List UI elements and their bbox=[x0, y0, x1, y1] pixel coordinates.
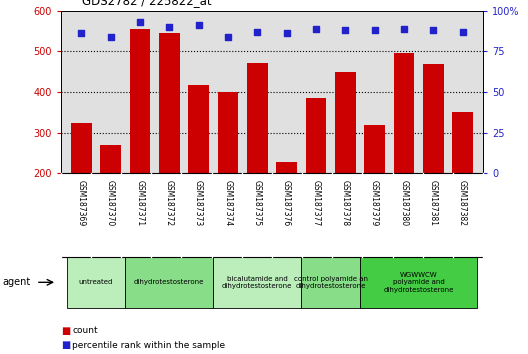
Bar bbox=[130, 29, 150, 173]
Bar bbox=[71, 122, 91, 173]
Bar bbox=[159, 33, 180, 173]
Text: GSM187374: GSM187374 bbox=[223, 180, 232, 226]
Bar bbox=[335, 73, 355, 173]
Text: GSM187369: GSM187369 bbox=[77, 180, 86, 226]
Point bbox=[194, 22, 203, 28]
Bar bbox=[188, 85, 209, 173]
Bar bbox=[452, 113, 473, 173]
Bar bbox=[301, 257, 360, 308]
Bar bbox=[423, 64, 444, 173]
Text: GSM187376: GSM187376 bbox=[282, 180, 291, 226]
Text: GSM187380: GSM187380 bbox=[399, 180, 409, 226]
Text: dihydrotestosterone: dihydrotestosterone bbox=[134, 279, 204, 285]
Bar bbox=[394, 53, 414, 173]
Point bbox=[224, 34, 232, 40]
Text: control polyamide an
dihydrotestosterone: control polyamide an dihydrotestosterone bbox=[294, 275, 367, 289]
Bar bbox=[306, 98, 326, 173]
Text: GSM187371: GSM187371 bbox=[135, 180, 145, 226]
Point bbox=[312, 26, 320, 32]
Bar bbox=[218, 92, 238, 173]
Text: GSM187382: GSM187382 bbox=[458, 180, 467, 226]
Text: bicalutamide and
dihydrotestosterone: bicalutamide and dihydrotestosterone bbox=[222, 275, 293, 289]
Text: ■: ■ bbox=[61, 326, 70, 336]
Point bbox=[282, 30, 291, 36]
Bar bbox=[100, 145, 121, 173]
Point bbox=[458, 29, 467, 35]
Bar bbox=[125, 257, 213, 308]
Point bbox=[253, 29, 261, 35]
Text: GSM187381: GSM187381 bbox=[429, 180, 438, 226]
Bar bbox=[67, 257, 125, 308]
Text: untreated: untreated bbox=[79, 279, 113, 285]
Bar bbox=[247, 63, 268, 173]
Text: ■: ■ bbox=[61, 340, 70, 350]
Point bbox=[136, 19, 144, 25]
Bar bbox=[360, 257, 477, 308]
Text: GSM187370: GSM187370 bbox=[106, 180, 115, 226]
Text: GSM187378: GSM187378 bbox=[341, 180, 350, 226]
Bar bbox=[364, 125, 385, 173]
Text: GSM187373: GSM187373 bbox=[194, 180, 203, 226]
Point bbox=[106, 34, 115, 40]
Point bbox=[429, 27, 438, 33]
Text: GSM187377: GSM187377 bbox=[312, 180, 320, 226]
Text: percentile rank within the sample: percentile rank within the sample bbox=[72, 341, 225, 350]
Text: GSM187379: GSM187379 bbox=[370, 180, 379, 226]
Text: WGWWCW
polyamide and
dihydrotestosterone: WGWWCW polyamide and dihydrotestosterone bbox=[383, 272, 454, 293]
Text: GSM187375: GSM187375 bbox=[253, 180, 262, 226]
Text: GDS2782 / 225822_at: GDS2782 / 225822_at bbox=[82, 0, 212, 7]
Text: count: count bbox=[72, 326, 98, 336]
Bar bbox=[213, 257, 301, 308]
Point bbox=[341, 27, 350, 33]
Text: agent: agent bbox=[3, 277, 31, 287]
Text: GSM187372: GSM187372 bbox=[165, 180, 174, 226]
Point bbox=[400, 26, 408, 32]
Point bbox=[370, 27, 379, 33]
Bar bbox=[276, 162, 297, 173]
Point bbox=[77, 30, 86, 36]
Point bbox=[165, 24, 174, 30]
